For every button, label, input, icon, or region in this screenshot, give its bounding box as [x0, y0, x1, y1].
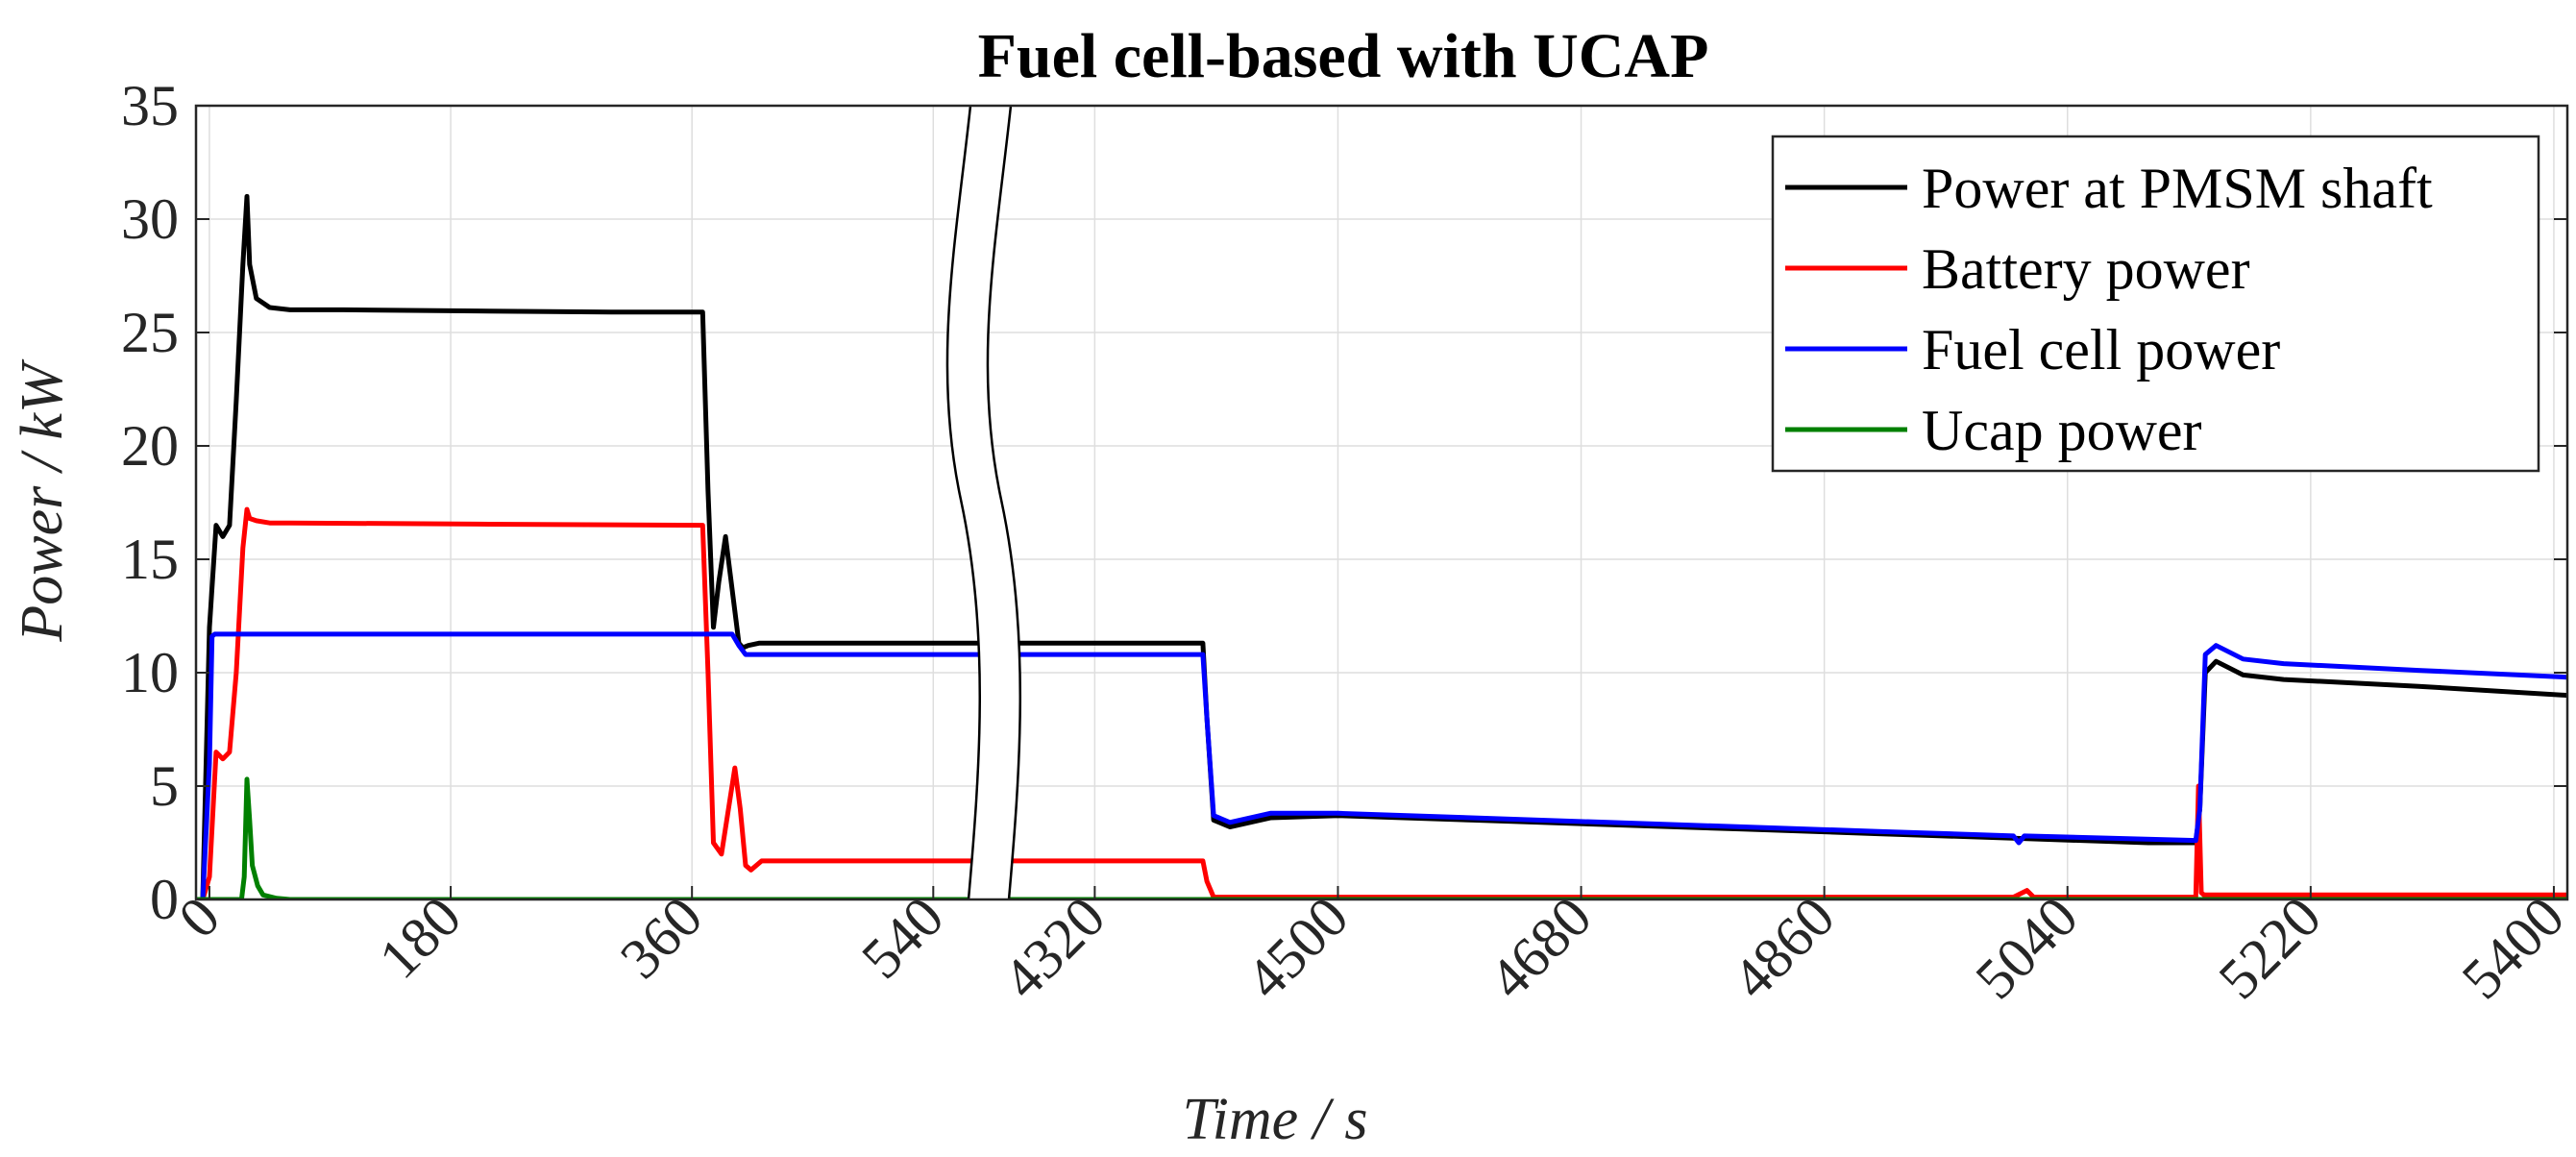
series-line-2	[196, 506, 2567, 899]
y-tick-label: 10	[121, 641, 179, 704]
legend-label-3: Fuel cell power	[1922, 318, 2280, 382]
y-tick-label: 20	[121, 414, 179, 478]
legend-label-2: Battery power	[1922, 237, 2250, 301]
y-tick-label: 0	[150, 868, 179, 931]
legend: Power at PMSM shaft Battery power Fuel cel…	[1771, 135, 2540, 473]
legend-label-1: Power at PMSM shaft	[1922, 157, 2433, 220]
legend-label-4: Ucap power	[1922, 399, 2202, 462]
axis-break	[945, 105, 1021, 900]
y-tick-label: 30	[121, 187, 179, 251]
series-line-1	[196, 193, 2567, 899]
axis-break-edge	[986, 105, 1021, 900]
series-line-3	[196, 631, 2567, 899]
legend-box	[1771, 135, 2540, 473]
axis-break-edge	[945, 105, 981, 900]
grid	[196, 106, 2567, 899]
x-axis-title: Time / s	[1183, 1087, 1368, 1152]
plot-frame	[194, 104, 2569, 901]
y-tick-label: 15	[121, 528, 179, 591]
y-tick-label: 35	[121, 74, 179, 137]
y-tick-label: 25	[121, 301, 179, 364]
chart-title: Fuel cell-based with UCAP	[978, 21, 1709, 91]
y-tick-label: 5	[150, 754, 179, 818]
axis-break-band	[946, 106, 1020, 899]
y-axis-title: Power / kW	[10, 358, 75, 643]
